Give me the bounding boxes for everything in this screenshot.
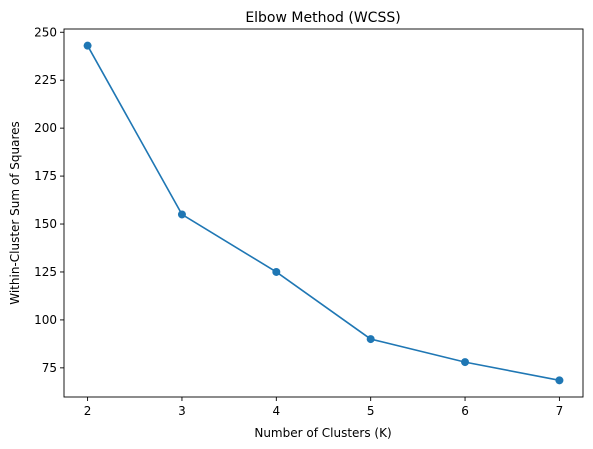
data-point	[366, 335, 375, 344]
y-tick-label: 150	[34, 217, 57, 231]
plot-area	[83, 41, 564, 385]
data-point	[272, 267, 281, 276]
y-tick-label: 125	[34, 265, 57, 279]
axes-frame	[63, 28, 584, 398]
data-point	[177, 210, 186, 219]
data-point	[83, 41, 92, 50]
x-tick-label: 5	[367, 404, 375, 418]
data-point	[461, 358, 470, 367]
x-tick-label: 3	[178, 404, 186, 418]
x-tick-label: 2	[84, 404, 92, 418]
y-tick-label: 225	[34, 73, 57, 87]
y-tick-label: 175	[34, 169, 57, 183]
chart-title: Elbow Method (WCSS)	[245, 10, 400, 26]
x-tick-label: 7	[556, 404, 564, 418]
x-axis-title: Number of Clusters (K)	[254, 426, 391, 440]
y-tick-label: 100	[34, 313, 57, 327]
x-tick-label: 6	[461, 404, 469, 418]
x-tick-label: 4	[272, 404, 280, 418]
y-tick-label: 75	[42, 361, 57, 375]
series-line	[86, 45, 560, 382]
y-axis-title: Within-Cluster Sum of Squares	[8, 121, 22, 305]
y-tick-label: 200	[34, 121, 57, 135]
data-point	[555, 376, 564, 385]
y-tick-label: 250	[34, 25, 57, 39]
